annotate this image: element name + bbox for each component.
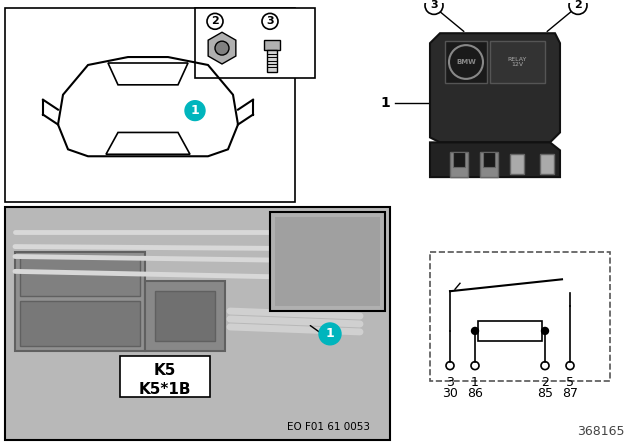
Bar	[430, 251, 610, 380]
Bar	[5, 9, 295, 202]
Text: 1: 1	[191, 104, 200, 117]
Bar	[270, 212, 385, 311]
Bar	[15, 251, 145, 351]
Bar	[450, 152, 468, 177]
Text: 368165: 368165	[577, 425, 625, 438]
Bar	[195, 9, 315, 78]
Text: BMW: BMW	[456, 59, 476, 65]
Text: K5: K5	[154, 363, 176, 378]
Bar	[480, 152, 498, 177]
Text: RELAY
12V: RELAY 12V	[508, 56, 527, 67]
Bar	[510, 154, 524, 174]
Bar	[155, 291, 215, 341]
Text: 2: 2	[541, 375, 549, 388]
Text: 2: 2	[574, 0, 582, 10]
Text: 87: 87	[562, 388, 578, 401]
Bar	[20, 257, 140, 296]
Text: EO F01 61 0053: EO F01 61 0053	[287, 422, 370, 432]
Polygon shape	[430, 142, 560, 177]
Polygon shape	[430, 33, 560, 142]
Text: 1: 1	[380, 96, 390, 110]
Bar	[20, 301, 140, 346]
Bar	[478, 321, 542, 341]
Bar	[5, 207, 390, 440]
Text: 5: 5	[566, 375, 574, 388]
Text: 3: 3	[430, 0, 438, 10]
Circle shape	[262, 13, 278, 29]
Bar	[267, 50, 277, 72]
Text: 2: 2	[211, 16, 219, 26]
Circle shape	[215, 41, 229, 55]
Circle shape	[425, 0, 443, 14]
Text: 3: 3	[266, 16, 274, 26]
Bar	[540, 154, 554, 174]
Circle shape	[207, 13, 223, 29]
Bar	[8, 210, 387, 437]
Text: 1: 1	[326, 327, 334, 340]
Text: 3: 3	[446, 375, 454, 388]
Circle shape	[472, 327, 479, 334]
Bar	[453, 152, 465, 167]
Text: 1: 1	[471, 375, 479, 388]
Bar	[275, 217, 380, 306]
Polygon shape	[208, 32, 236, 64]
Bar	[145, 281, 225, 351]
Circle shape	[319, 323, 341, 345]
Polygon shape	[267, 72, 277, 78]
Bar	[120, 356, 210, 397]
Bar	[490, 41, 545, 83]
Text: 30: 30	[442, 388, 458, 401]
Circle shape	[569, 0, 587, 14]
Circle shape	[541, 327, 548, 334]
Bar	[483, 152, 495, 167]
Bar	[264, 40, 280, 50]
Text: 85: 85	[537, 388, 553, 401]
Circle shape	[449, 45, 483, 79]
Text: 86: 86	[467, 388, 483, 401]
Circle shape	[185, 101, 205, 121]
Text: K5*1B: K5*1B	[139, 382, 191, 397]
Bar	[445, 41, 487, 83]
